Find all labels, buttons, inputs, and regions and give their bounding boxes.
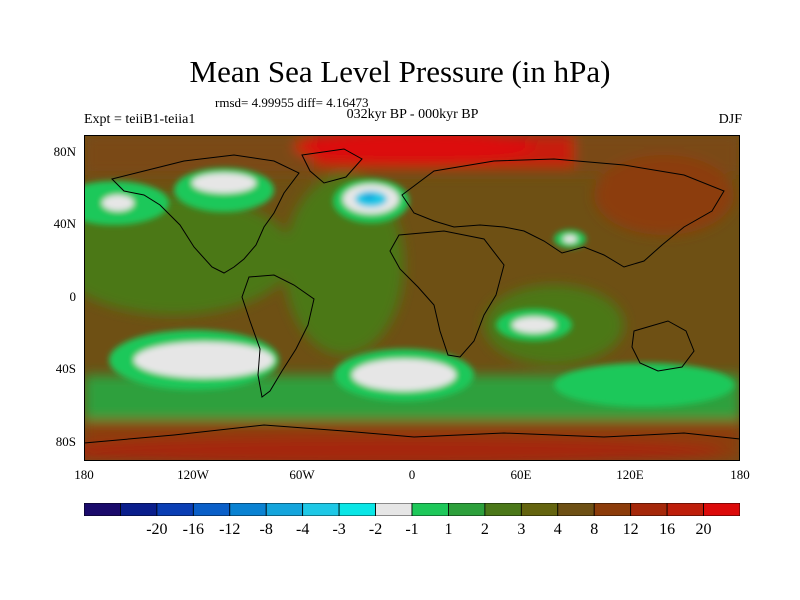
plot-frame [84,135,740,461]
map-plot [84,135,740,461]
colorbar [84,503,740,516]
colorbar-swatch [302,503,340,516]
colorbar-label: 12 [622,521,639,538]
south-indian-low [554,363,734,407]
africa-outline [389,230,505,358]
colorbar-swatch [265,503,304,516]
colorbar-label: 1 [444,521,453,538]
colorbar-label: -12 [219,521,241,538]
australia-outline [631,320,695,372]
colorbar-swatch [338,503,376,516]
x-tick-label: 60W [289,467,315,482]
y-tick-label: 80S [55,434,76,449]
indian-ocean-core [512,317,556,333]
colorbar-label: 20 [695,521,712,538]
antarctica-outline [84,424,740,444]
season-label: DJF [718,112,742,127]
antarctic-red [84,437,724,461]
subtitle: 032kyr BP - 000kyr BP [346,107,479,122]
north-america-outline [111,154,300,274]
colorbar-label: 3 [517,521,526,538]
y-tick-label: 80N [53,144,76,159]
colorbar-swatch [192,503,231,516]
colorbar-label: -4 [295,521,310,538]
chart-title: Mean Sea Level Pressure (in hPa) [189,54,611,89]
colorbar-swatch [557,503,595,516]
atlantic-low-core [363,194,375,200]
x-tick-label: 120W [177,467,209,482]
x-tick-label: 0 [408,467,416,482]
colorbar-label: 16 [659,521,676,538]
colorbar-label: -16 [182,521,204,538]
colorbar-swatch [120,503,158,516]
arctic-core [294,135,534,165]
anomaly-cells [84,168,734,407]
x-tick-label: 180 [74,467,94,482]
south-atlantic-core [352,359,456,391]
experiment-label: Expt = teiiB1-teiia1 [84,112,196,127]
greenland-outline [301,148,363,184]
south-pacific-core [134,342,274,378]
colorbar-swatch [593,503,632,516]
colorbar-swatch [84,503,121,516]
stats-label: rmsd= 4.99955 diff= 4.16473 [215,95,369,110]
colorbar-swatch [484,503,522,516]
eurasia-red [594,155,734,235]
colorbar-label: -8 [259,521,273,538]
coastlines [84,148,740,444]
tibet-core [563,235,577,243]
colorbar-label: -1 [405,521,419,538]
colorbar-label: 2 [480,521,489,538]
y-tick-label: 40S [55,361,76,376]
colorbar-swatch [156,503,194,516]
eurasia-outline [401,158,725,268]
x-tick-label: 120E [616,467,644,482]
colorbar-swatch [520,503,559,516]
colorbar-swatch [229,503,267,516]
colorbar-label: -2 [368,521,383,538]
colorbar-label: 4 [553,521,562,538]
colorbar-label: -20 [146,521,168,538]
x-tick-label: 60E [510,467,532,482]
x-tick-label: 180 [730,467,750,482]
y-tick-label: 40N [53,216,76,231]
south-america-outline [241,274,315,398]
colorbar-swatch [375,503,413,516]
colorbar-label: -3 [332,521,346,538]
pacific-low-core [102,195,134,211]
pacific-green [84,195,294,315]
colorbar-swatch [666,503,704,516]
colorbar-label: 8 [590,521,599,538]
laurentide-core [192,173,256,193]
y-tick-label: 0 [69,289,77,304]
colorbar-swatch [448,503,486,516]
colorbar-swatch [411,503,449,516]
colorbar-swatch [703,503,740,516]
colorbar-swatch [630,503,668,516]
